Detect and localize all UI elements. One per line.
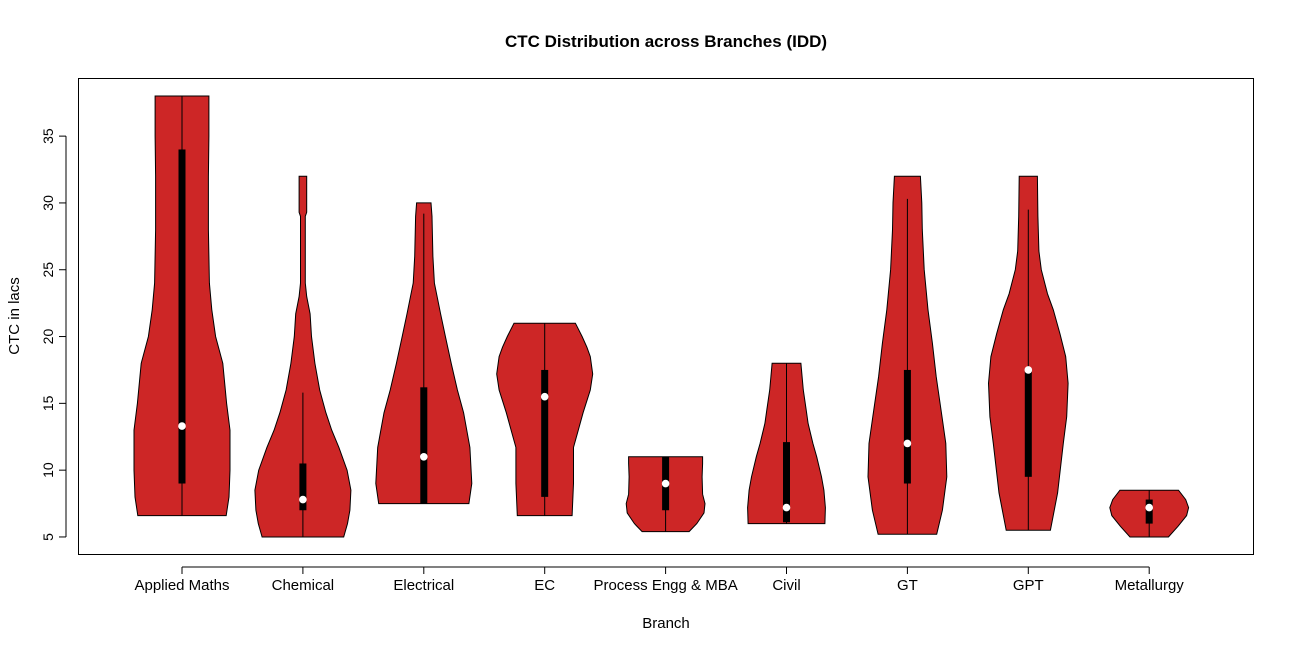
violin-iqr-box (420, 387, 428, 504)
violin-median-point (540, 392, 549, 401)
x-axis-label: Branch (642, 615, 690, 632)
violin-median-point (1145, 503, 1153, 512)
y-tick-label: 15 (40, 395, 56, 411)
violin-median-point (420, 452, 428, 461)
y-tick-label: 10 (40, 462, 56, 478)
x-tick-label: Chemical (272, 577, 335, 594)
x-tick-label: Civil (772, 577, 800, 594)
violin-electrical (375, 202, 473, 505)
x-axis: Applied Maths Chemical Electrical EC Process… (134, 566, 1185, 594)
violin-iqr-box (299, 463, 307, 511)
violin-median-point (782, 503, 791, 512)
violins-group (133, 95, 1190, 538)
violin-civil (747, 362, 826, 525)
violin-median-point (299, 495, 307, 504)
y-tick-label: 35 (40, 128, 56, 144)
violin-ec (496, 322, 594, 517)
violin-metallurgy (1109, 489, 1190, 538)
violin-chemical (254, 175, 352, 538)
violin-applied-maths (133, 95, 231, 517)
violin-process-engg-mba (625, 456, 706, 533)
x-tick-label: Process Engg & MBA (593, 577, 737, 594)
y-tick-label: 5 (40, 533, 56, 541)
y-axis-label: CTC in lacs (6, 277, 23, 355)
x-tick-label: Electrical (393, 577, 454, 594)
violin-median-point (178, 422, 186, 430)
violin-iqr-box (178, 149, 186, 484)
violin-iqr-box (1024, 369, 1032, 477)
x-tick-label: EC (534, 577, 555, 594)
violin-body (254, 175, 352, 538)
y-axis: 5 10 15 20 25 30 35 (40, 128, 67, 541)
violin-median-point (903, 439, 912, 448)
violin-gt (867, 175, 948, 535)
y-tick-label: 20 (40, 329, 56, 345)
x-tick-label: GT (897, 577, 918, 594)
violin-gpt (987, 175, 1069, 531)
violin-median-point (661, 479, 670, 488)
violin-iqr-box (1145, 499, 1153, 524)
y-tick-label: 30 (40, 195, 56, 211)
x-tick-label: GPT (1013, 577, 1044, 594)
plot-frame (78, 78, 1254, 555)
x-tick-label: Applied Maths (134, 577, 229, 594)
violin-median-point (1024, 366, 1033, 374)
chart-title: CTC Distribution across Branches (IDD) (505, 32, 827, 51)
violin-iqr-box (903, 369, 911, 484)
violin-iqr-box (783, 442, 790, 523)
x-tick-label: Metallurgy (1115, 577, 1185, 594)
y-tick-label: 25 (40, 262, 56, 278)
violin-iqr-box (541, 369, 549, 497)
